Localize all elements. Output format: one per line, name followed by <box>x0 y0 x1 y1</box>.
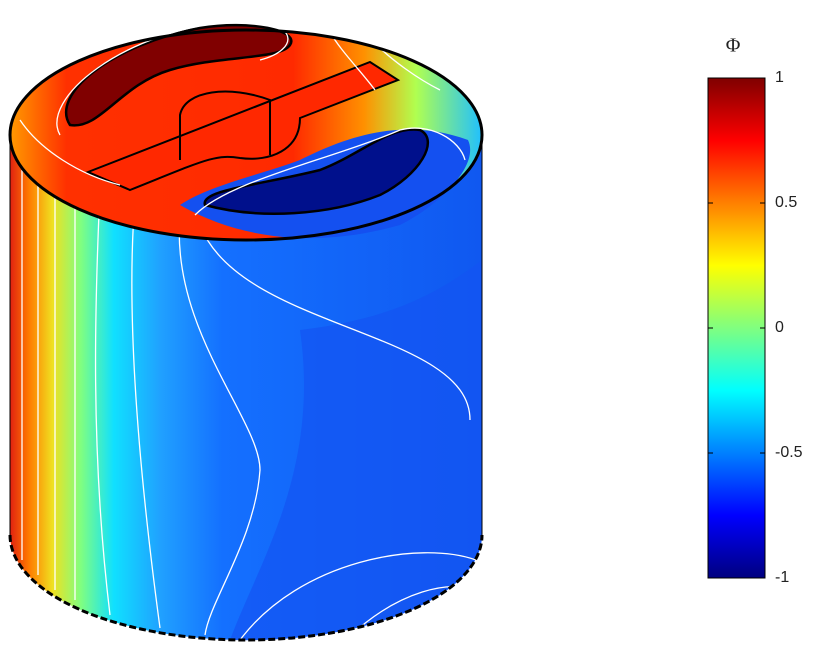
top-blue-pole <box>203 128 430 215</box>
colorbar-label: Φ <box>726 35 741 57</box>
cylinder <box>8 19 484 642</box>
side-contours <box>21 170 479 641</box>
colorbar-tick-label: 0 <box>775 319 784 336</box>
top-red-pole <box>64 23 293 127</box>
slot-edge <box>179 90 271 160</box>
colorbar-tick-label: 0.5 <box>775 194 797 211</box>
side-region <box>230 260 483 641</box>
colorbar: Φ -1 -0.5 0 0.5 1 <box>707 35 803 586</box>
colorbar-tick-label: -0.5 <box>775 444 803 461</box>
top-slot <box>85 60 401 192</box>
side-edge <box>9 135 483 535</box>
top-contours <box>19 19 471 216</box>
colorbar-tick-label: 1 <box>775 69 784 86</box>
colorbar-tick-label: -1 <box>775 569 789 586</box>
colorbar-scale <box>707 77 766 579</box>
